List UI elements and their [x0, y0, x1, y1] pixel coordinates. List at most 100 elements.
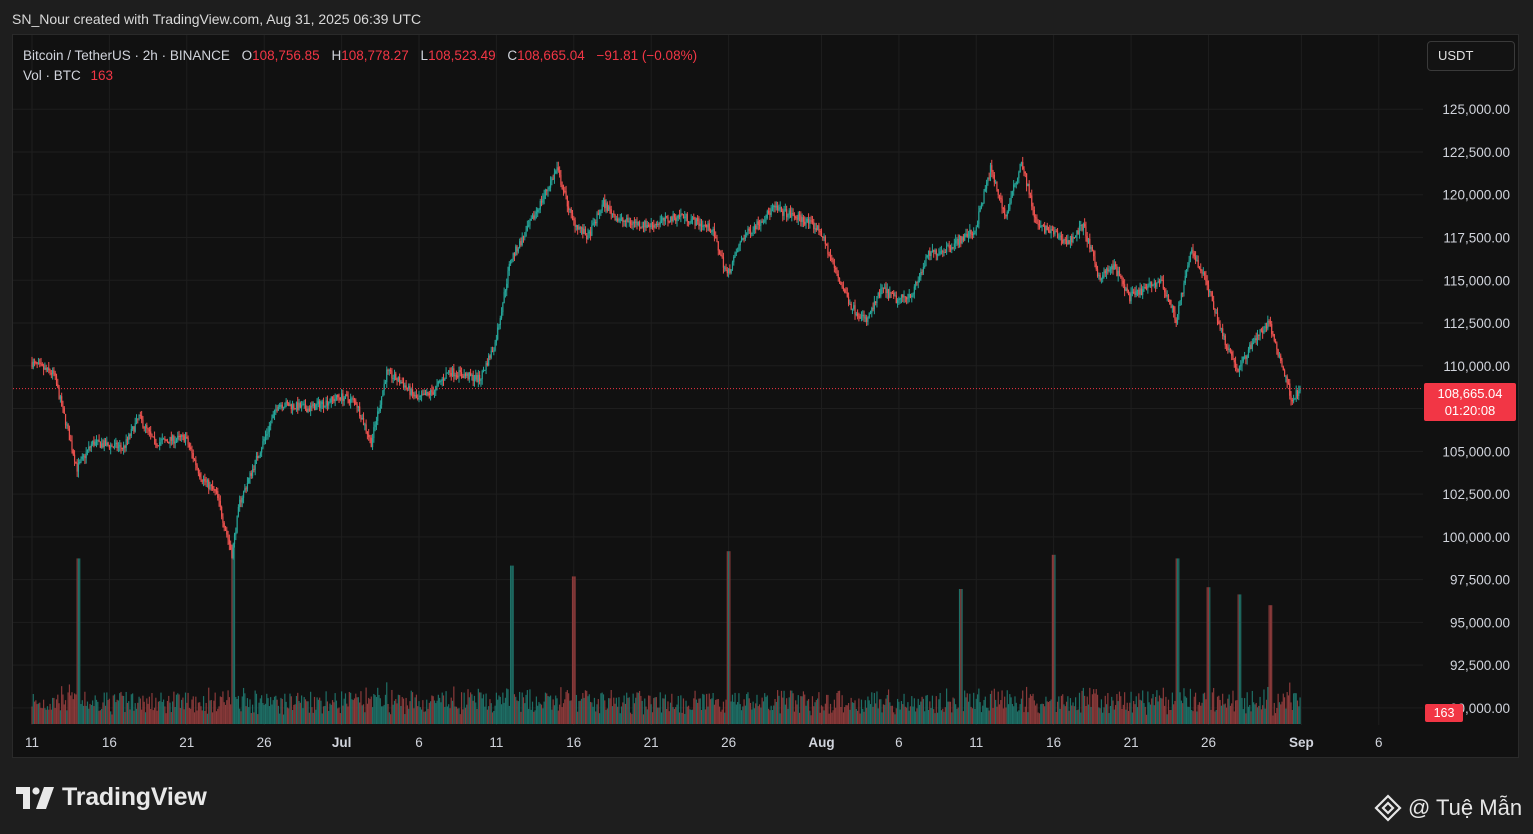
volume-bar — [1220, 705, 1222, 724]
candle-body — [1009, 203, 1011, 210]
candle-body — [1096, 269, 1099, 277]
volume-bar — [387, 704, 389, 724]
chart-panel[interactable]: 125,000.00 122,500.00 120,000.00 117,500.00… — [12, 34, 1519, 758]
candle-body — [414, 395, 416, 397]
volume-bar — [1233, 711, 1235, 724]
candle-body — [1129, 293, 1131, 302]
candle-body — [255, 456, 258, 460]
volume-bar — [404, 714, 406, 724]
candle-body — [382, 390, 384, 397]
candle-body — [586, 235, 588, 240]
volume-bar — [645, 706, 647, 724]
volume-bar — [1276, 707, 1278, 724]
candle-body — [1218, 321, 1220, 324]
candle-body — [450, 372, 452, 376]
candle-body — [637, 221, 639, 226]
y-tick-label: 90,000.00 — [1450, 701, 1510, 716]
candle-body — [681, 214, 683, 216]
candle-body — [948, 245, 950, 249]
candle-body — [316, 403, 318, 405]
candle-body — [840, 281, 842, 285]
volume-bar — [869, 704, 872, 724]
candle-body — [538, 209, 540, 211]
candle-body — [108, 445, 110, 449]
symbol-title[interactable]: Bitcoin / TetherUS · 2h · BINANCE — [23, 48, 230, 63]
candle-body — [152, 436, 154, 438]
candle-body — [116, 442, 118, 449]
candle-body — [1175, 319, 1177, 324]
volume-bar — [379, 698, 381, 724]
volume-bar — [170, 712, 172, 724]
candle-body — [911, 295, 913, 298]
candle-body — [1189, 252, 1192, 261]
candle-body — [49, 370, 51, 374]
candle-body — [1298, 391, 1300, 397]
price-chart[interactable]: 125,000.00122,500.00120,000.00117,500.00… — [13, 35, 1518, 757]
volume-bar — [831, 712, 833, 724]
volume-bar — [1178, 558, 1180, 724]
tradingview-logo[interactable]: TradingView — [16, 783, 207, 812]
volume-bar — [351, 699, 353, 724]
candle-body — [773, 205, 775, 208]
candle-body — [173, 435, 175, 444]
volume-bar — [560, 687, 562, 724]
candle-body — [50, 373, 52, 375]
candle-body — [927, 250, 930, 256]
volume-bar — [66, 710, 68, 724]
volume-bar — [535, 696, 537, 724]
candle-body — [960, 236, 962, 244]
candle-body — [315, 404, 317, 411]
volume-bar — [68, 684, 71, 724]
volume-bar — [965, 697, 967, 724]
candle-body — [239, 499, 241, 508]
volume-bar — [326, 701, 329, 724]
candle-body — [540, 200, 543, 203]
volume-bar — [583, 697, 585, 724]
candle-body — [427, 391, 429, 394]
volume-bar — [453, 686, 455, 724]
volume-bar — [873, 692, 875, 724]
currency-button[interactable]: USDT — [1427, 41, 1515, 71]
candle-body — [366, 431, 368, 435]
volume-bar — [584, 690, 587, 724]
volume-bar — [724, 712, 726, 724]
candle-body — [686, 213, 688, 222]
candle-body — [1264, 326, 1266, 328]
candle-body — [161, 439, 163, 441]
volume-bar — [515, 696, 517, 724]
candle-body — [408, 385, 410, 389]
candle-body — [77, 463, 80, 472]
candle-body — [525, 230, 527, 237]
candle-body — [805, 222, 807, 225]
volume-row: Vol · BTC 163 — [23, 66, 697, 86]
volume-bar — [667, 701, 669, 724]
volume-bar — [104, 705, 107, 724]
candle-body — [130, 429, 132, 436]
volume-bar — [810, 715, 812, 724]
volume-bar — [239, 708, 241, 724]
candle-body — [867, 317, 869, 322]
volume-bar — [557, 710, 559, 724]
candle-body — [479, 375, 481, 381]
volume-bar — [79, 558, 81, 724]
volume-bar — [270, 697, 272, 724]
candle-body — [1000, 197, 1002, 199]
candle-body — [655, 223, 657, 226]
candle-body — [406, 387, 408, 389]
volume-bar — [232, 547, 234, 724]
volume-bar — [862, 708, 864, 724]
candle-body — [796, 217, 798, 220]
volume-label[interactable]: Vol · BTC — [23, 68, 81, 83]
candle-body — [1056, 231, 1059, 239]
y-tick-label: 92,500.00 — [1450, 658, 1510, 673]
volume-bar — [1109, 705, 1112, 724]
volume-bar — [733, 701, 735, 724]
candle-body — [807, 219, 810, 224]
volume-bar — [707, 706, 709, 724]
candle-body — [1222, 328, 1224, 337]
volume-bar — [894, 714, 896, 724]
candle-body — [92, 440, 94, 445]
candle-body — [159, 442, 161, 446]
candle-body — [846, 292, 848, 297]
volume-bar — [911, 696, 913, 724]
